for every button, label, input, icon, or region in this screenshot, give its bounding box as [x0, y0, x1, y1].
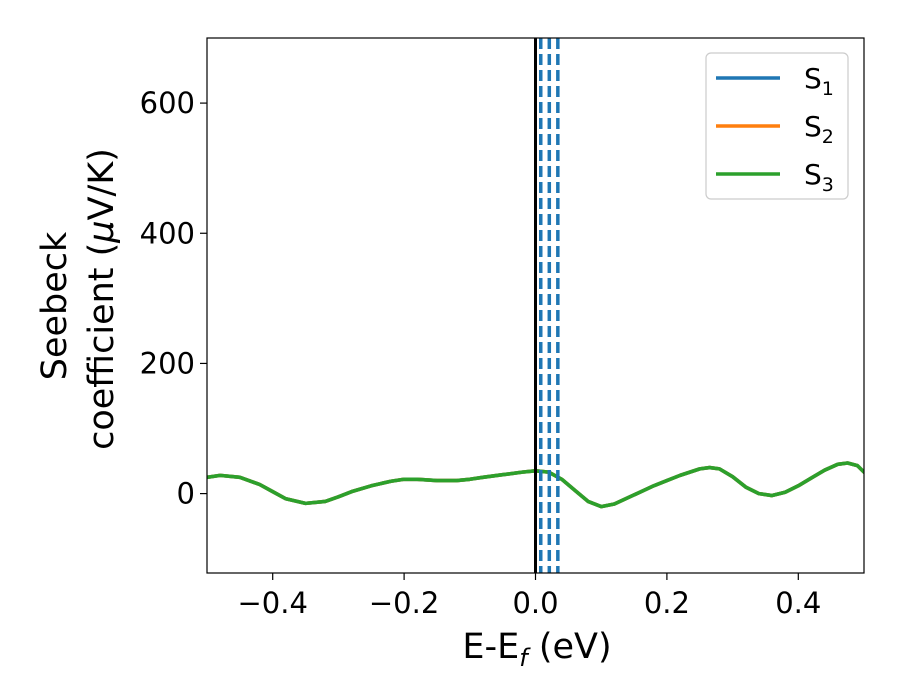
y-axis-label-line1: Seebeck [35, 231, 75, 380]
y-tick-label: 200 [140, 346, 195, 380]
x-tick-label: −0.2 [369, 586, 439, 620]
legend-label-s2: S2 [804, 110, 834, 148]
y-axis: 0 200 400 600 [140, 86, 207, 511]
y-tick-label: 0 [177, 477, 195, 511]
y-axis-label-line2: coefficient (μV/K) [82, 148, 122, 450]
x-tick-label: −0.4 [237, 586, 307, 620]
plot-area [207, 38, 864, 573]
y-tick-label: 600 [140, 86, 195, 120]
x-axis-label: E-Ef (eV) [462, 627, 611, 672]
series-line-s3 [207, 461, 864, 509]
x-tick-label: 0.4 [775, 586, 821, 620]
y-axis-label: Seebeck coefficient (μV/K) [35, 148, 122, 450]
x-tick-label: 0.2 [644, 586, 690, 620]
y-tick-label: 400 [140, 216, 195, 250]
legend-label-s3: S3 [804, 158, 834, 196]
legend-label-s1: S1 [804, 62, 834, 100]
x-tick-label: 0.0 [512, 586, 558, 620]
legend: S1 S2 S3 [705, 52, 849, 200]
x-axis: −0.4 −0.2 0.0 0.2 0.4 [237, 573, 821, 620]
